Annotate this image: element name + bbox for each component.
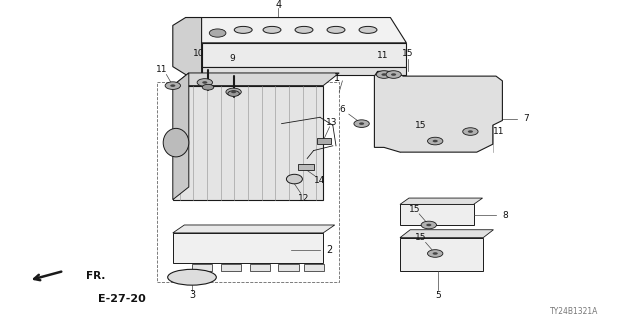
Bar [157, 83, 339, 282]
Ellipse shape [295, 26, 313, 33]
Ellipse shape [327, 26, 345, 33]
Polygon shape [400, 230, 493, 238]
Text: FR.: FR. [86, 271, 106, 281]
Text: 2: 2 [326, 245, 333, 255]
Bar [250, 264, 270, 271]
Bar [221, 264, 241, 271]
Text: 1: 1 [334, 73, 340, 83]
Text: 11: 11 [377, 51, 388, 60]
Circle shape [170, 84, 175, 87]
Circle shape [165, 82, 180, 89]
Bar [278, 264, 299, 271]
Circle shape [231, 91, 236, 93]
Circle shape [468, 130, 473, 133]
Text: 15: 15 [402, 50, 413, 59]
Circle shape [386, 71, 401, 78]
Bar [173, 86, 323, 200]
Circle shape [209, 29, 226, 37]
Text: TY24B1321A: TY24B1321A [550, 307, 598, 316]
Polygon shape [186, 18, 406, 43]
Circle shape [226, 88, 241, 96]
Bar [400, 204, 474, 225]
Ellipse shape [234, 26, 252, 33]
Polygon shape [173, 73, 339, 86]
Bar [304, 264, 324, 271]
Circle shape [202, 84, 214, 90]
Circle shape [433, 252, 438, 255]
Text: 3: 3 [189, 290, 195, 300]
Text: 14: 14 [314, 175, 326, 185]
Text: 11: 11 [493, 127, 505, 136]
Text: 9: 9 [230, 54, 235, 63]
Circle shape [376, 71, 392, 78]
Text: 15: 15 [415, 233, 427, 242]
Circle shape [428, 137, 443, 145]
Polygon shape [374, 71, 502, 152]
Text: 15: 15 [415, 121, 427, 130]
Polygon shape [186, 43, 202, 67]
Text: 13: 13 [326, 117, 337, 126]
Ellipse shape [168, 269, 216, 285]
Polygon shape [173, 73, 189, 200]
Text: 4: 4 [275, 1, 282, 11]
Circle shape [197, 79, 212, 86]
Circle shape [433, 140, 438, 142]
Bar [173, 233, 323, 263]
Text: E-27-20: E-27-20 [98, 294, 145, 304]
Circle shape [421, 221, 436, 229]
Bar [192, 264, 212, 271]
Circle shape [381, 73, 387, 76]
Bar [298, 164, 314, 170]
Polygon shape [173, 18, 202, 75]
Text: 6: 6 [340, 105, 345, 114]
Circle shape [359, 122, 364, 125]
Circle shape [354, 120, 369, 127]
Text: 5: 5 [436, 291, 441, 300]
Text: 7: 7 [524, 114, 529, 124]
Circle shape [228, 91, 239, 96]
Ellipse shape [359, 26, 377, 33]
Polygon shape [202, 43, 406, 67]
Ellipse shape [163, 128, 189, 157]
Text: 8: 8 [503, 211, 508, 220]
Circle shape [428, 250, 443, 257]
Bar [400, 238, 483, 271]
Circle shape [391, 73, 396, 76]
Text: 12: 12 [298, 194, 310, 203]
Circle shape [463, 128, 478, 135]
Polygon shape [202, 67, 406, 75]
Text: 15: 15 [409, 205, 420, 214]
Text: 10: 10 [193, 50, 204, 59]
Polygon shape [400, 198, 483, 204]
Ellipse shape [263, 26, 281, 33]
Circle shape [426, 224, 431, 226]
Text: 11: 11 [156, 65, 167, 74]
Polygon shape [173, 225, 335, 233]
Circle shape [202, 81, 207, 84]
Bar [317, 138, 331, 144]
Ellipse shape [287, 174, 303, 184]
